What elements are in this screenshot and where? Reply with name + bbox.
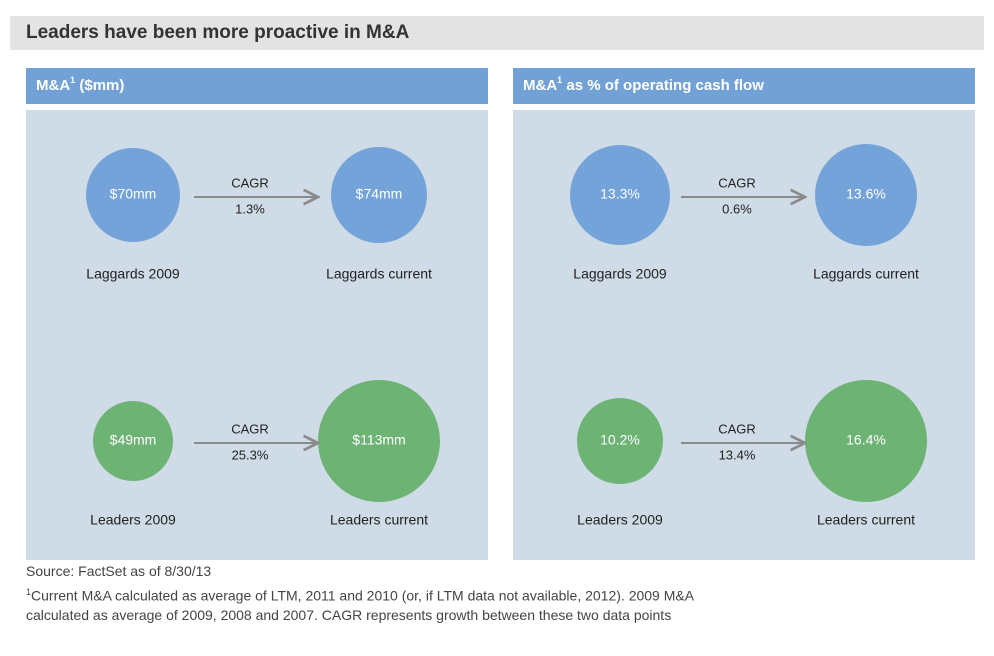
cagr-label: CAGR [718, 421, 756, 436]
bubble-value: $49mm [110, 432, 157, 448]
cagr-value: 1.3% [235, 201, 265, 216]
cagr-label: CAGR [231, 175, 269, 190]
bubble-label: Leaders 2009 [90, 512, 176, 528]
cagr-label: CAGR [718, 175, 756, 190]
bubble-value: 16.4% [846, 432, 886, 448]
bubble-value: 13.6% [846, 186, 886, 202]
header-sup: 1 [557, 75, 562, 85]
bubble-value: $70mm [110, 186, 157, 202]
bubble-value: $113mm [352, 432, 405, 448]
bubble-label: Laggards 2009 [86, 266, 180, 282]
footnote-mark: 1 [26, 587, 32, 597]
panel-header [26, 68, 488, 104]
bubble-value: 10.2% [600, 432, 640, 448]
cagr-label: CAGR [231, 421, 269, 436]
bubble-label: Leaders current [817, 512, 915, 528]
footnote-text: Current M&A calculated as average of LTM… [26, 587, 694, 623]
panel-header [513, 68, 975, 104]
bubble [331, 147, 427, 243]
bubble [570, 145, 670, 245]
bubble [93, 401, 173, 481]
header-sup: 1 [70, 75, 75, 85]
bubble-label: Laggards current [326, 266, 432, 282]
bubble-label: Laggards current [813, 266, 919, 282]
source: Source: FactSet as of 8/30/13 [26, 563, 212, 579]
header-main: M&A [523, 77, 557, 94]
bubble-label: Laggards 2009 [573, 266, 667, 282]
bubble [815, 144, 917, 246]
title: Leaders have been more proactive in M&A [26, 22, 410, 43]
bubble-value: 13.3% [600, 186, 640, 202]
header-main: M&A [36, 77, 70, 94]
bubble [577, 398, 663, 484]
header-rest: as % of operating cash flow [562, 77, 764, 94]
bubble-label: Leaders current [330, 512, 428, 528]
cagr-value: 0.6% [722, 201, 752, 216]
panel-header-text: M&A1 as % of operating cash flow [523, 75, 764, 94]
bubble [86, 148, 180, 242]
header-rest: ($mm) [75, 77, 124, 94]
bubble [318, 380, 440, 502]
panel-header-text: M&A1 ($mm) [36, 75, 124, 94]
cagr-value: 25.3% [232, 447, 269, 462]
cagr-value: 13.4% [719, 447, 756, 462]
title-bar: Leaders have been more proactive in M&A [10, 16, 984, 50]
bubble-value: $74mm [356, 186, 403, 202]
bubble [805, 380, 927, 502]
footnote: 1Current M&A calculated as average of LT… [26, 583, 746, 625]
bubble-label: Leaders 2009 [577, 512, 663, 528]
